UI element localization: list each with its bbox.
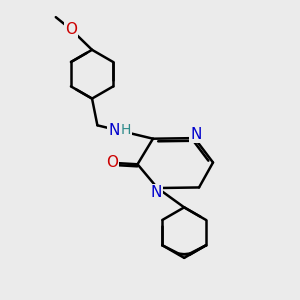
Text: N: N [151, 185, 162, 200]
Text: O: O [106, 155, 118, 170]
Text: H: H [121, 123, 131, 137]
Text: O: O [65, 22, 77, 37]
Text: N: N [108, 123, 120, 138]
Text: N: N [190, 127, 202, 142]
